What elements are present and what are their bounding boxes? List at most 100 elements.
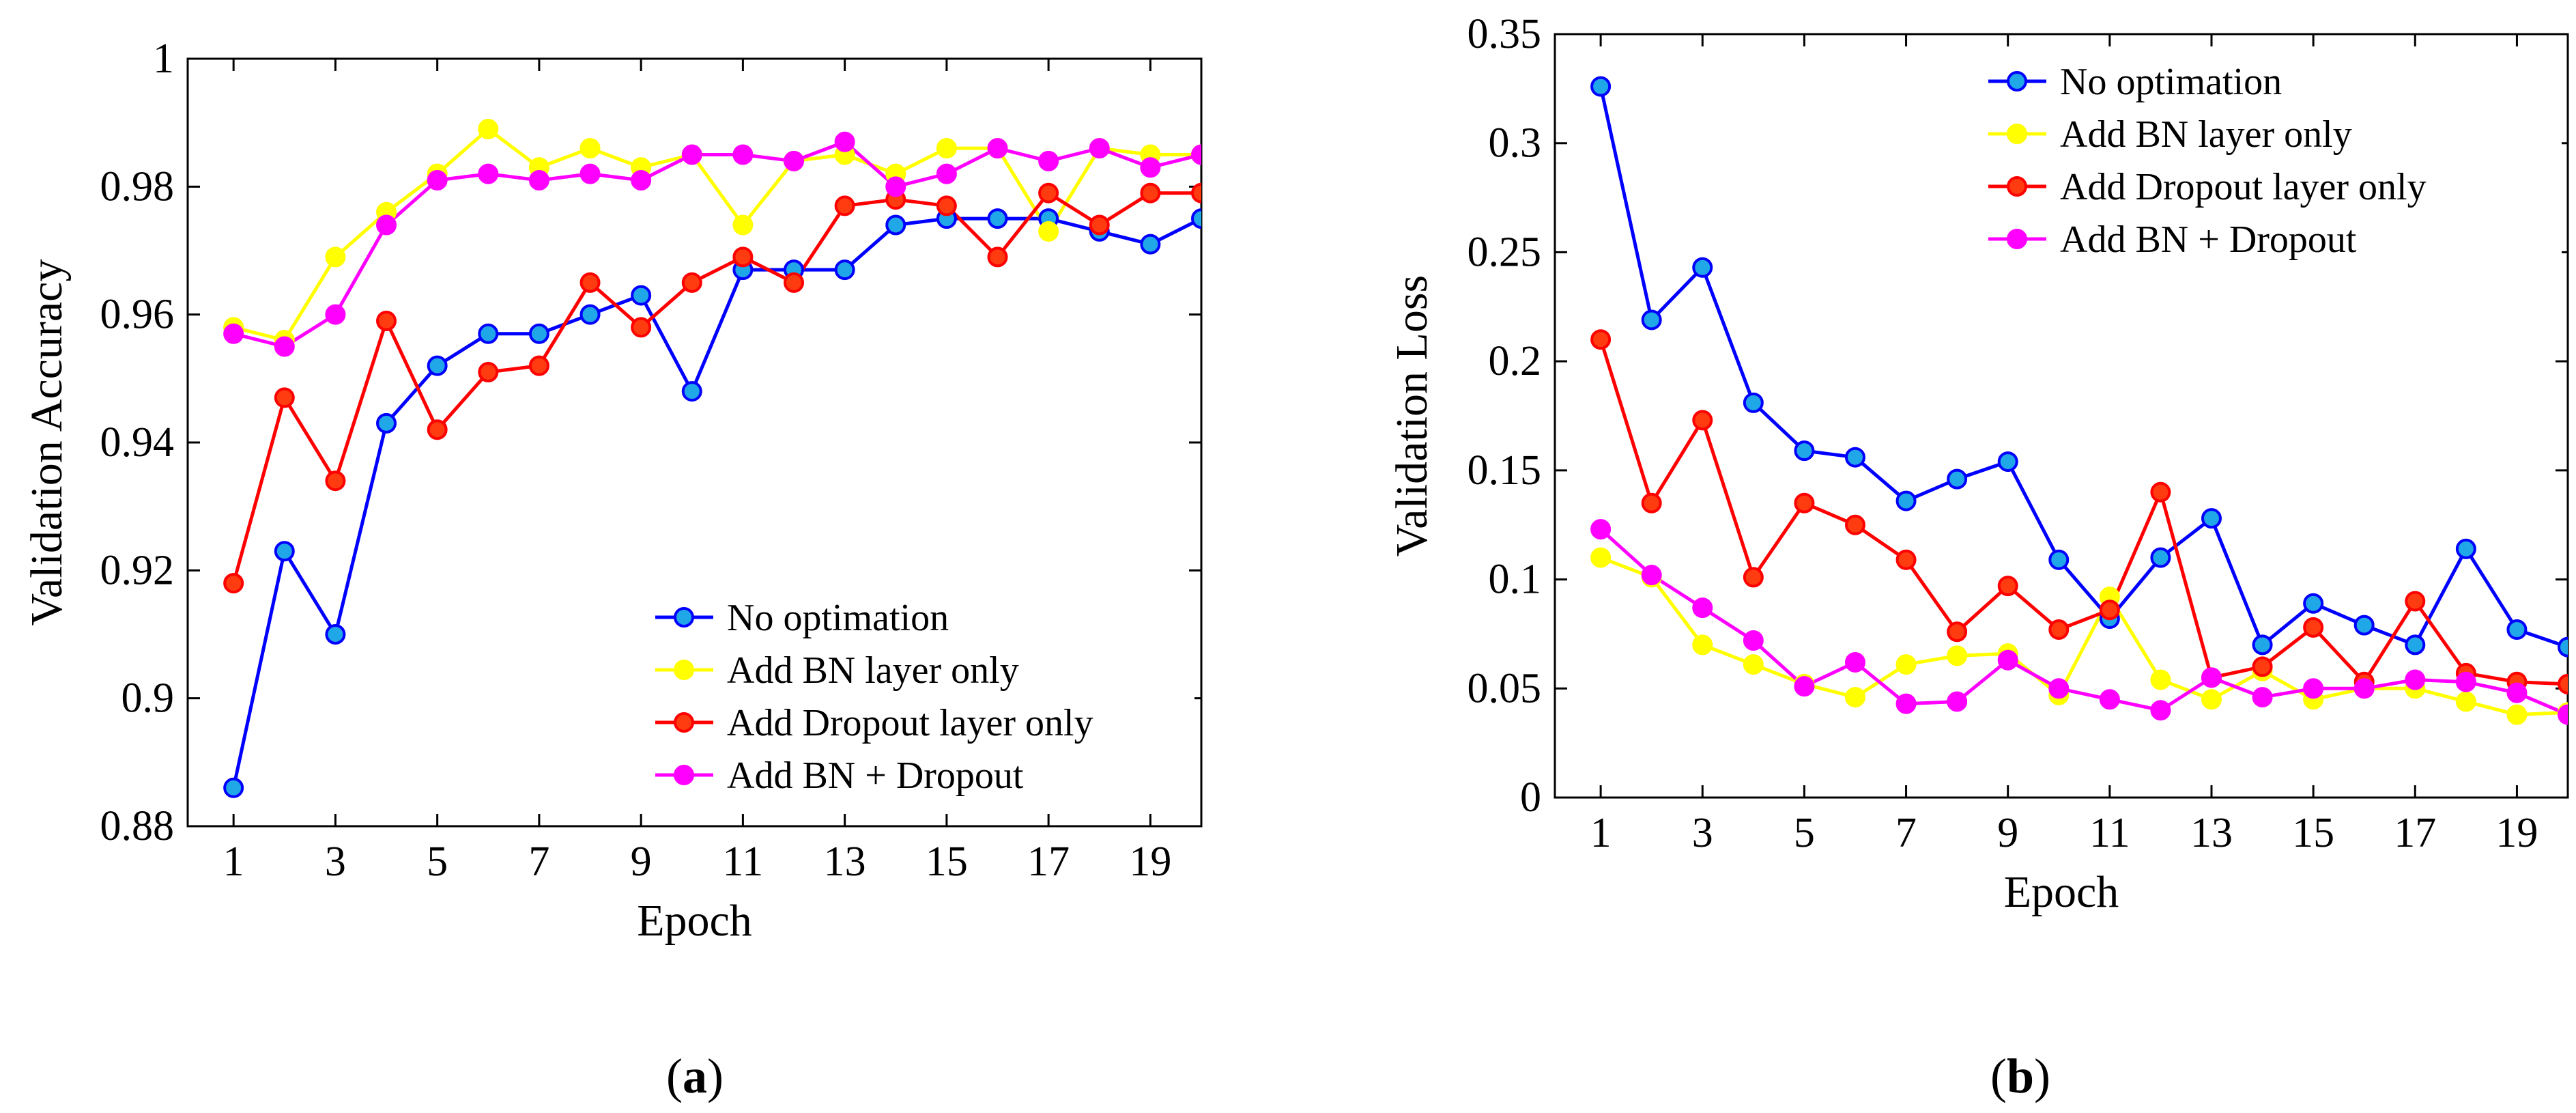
data-point-b-3: [2558, 704, 2568, 725]
legend-marker-a-3: [674, 765, 694, 785]
x-tick-label-a: 13: [824, 839, 866, 885]
x-tick-label-b: 3: [1692, 810, 1713, 856]
x-tick-label-a: 17: [1027, 839, 1070, 885]
data-point-b-1: [1844, 687, 1865, 708]
y-tick-label-b: 0.35: [1468, 11, 1542, 57]
data-point-a-3: [478, 163, 499, 184]
legend-box-a: [652, 587, 1194, 809]
data-point-a-2: [631, 317, 652, 338]
panel-b-loss-chart: 00.050.10.150.20.250.30.351 3 5 7 9 11 13 15 17 1…: [1387, 11, 2569, 1103]
data-point-a-3: [325, 304, 346, 325]
data-point-b-3: [1844, 651, 1865, 673]
data-point-b-0: [1692, 257, 1713, 278]
data-point-b-1: [1692, 634, 1713, 656]
data-point-b-1: [2201, 689, 2222, 710]
data-point-a-2: [987, 246, 1008, 268]
data-point-a-0: [376, 412, 397, 434]
data-point-b-2: [2099, 600, 2120, 621]
data-point-b-3: [2048, 678, 2070, 699]
y-tick-label-b: 0.15: [1468, 447, 1542, 494]
data-point-b-0: [2506, 619, 2528, 640]
data-point-a-2: [936, 195, 957, 216]
data-point-b-0: [2201, 508, 2222, 529]
data-point-a-2: [732, 246, 754, 268]
x-tick-label-a: 5: [427, 839, 448, 885]
data-point-b-3: [1997, 649, 2018, 671]
data-point-a-2: [1140, 182, 1161, 203]
data-point-b-0: [1794, 440, 1815, 462]
x-tick-label-b: 17: [2394, 810, 2436, 856]
data-point-a-1: [325, 246, 346, 268]
legend-marker-b-3: [2007, 229, 2027, 249]
legend-label-a-3: Add BN + Dropout: [727, 755, 1024, 797]
x-tick-label-b: 13: [2190, 810, 2233, 856]
legend-marker-a-0: [674, 607, 694, 628]
legend-marker-b-1: [2007, 124, 2027, 144]
legend-label-a-1: Add BN layer only: [727, 649, 1019, 692]
data-point-b-3: [2353, 678, 2375, 699]
y-tick-label-a: 0.92: [100, 547, 175, 593]
data-point-a-1: [1038, 221, 1059, 242]
x-tick-label-b: 7: [1895, 810, 1917, 856]
data-point-a-0: [681, 381, 702, 402]
y-tick-label-b: 0.05: [1468, 665, 1542, 712]
data-point-b-1: [1947, 645, 1968, 666]
data-point-b-0: [1997, 451, 2018, 473]
x-tick-label-b: 19: [2495, 810, 2538, 856]
data-point-b-2: [2048, 619, 2070, 640]
x-tick-label-a: 15: [926, 839, 968, 885]
data-point-b-0: [2252, 634, 2273, 656]
data-point-a-2: [325, 470, 346, 492]
data-point-b-2: [2558, 673, 2568, 694]
data-point-b-3: [2455, 671, 2476, 692]
data-point-a-1: [478, 119, 499, 140]
legend-label-b-3: Add BN + Dropout: [2060, 219, 2357, 261]
data-point-b-3: [1794, 676, 1815, 697]
legend-marker-a-1: [674, 660, 694, 680]
data-point-b-3: [1743, 630, 1764, 651]
data-point-a-0: [631, 285, 652, 306]
data-point-a-2: [579, 272, 601, 293]
data-point-a-2: [681, 272, 702, 293]
data-point-a-2: [427, 419, 448, 440]
panel-label-b: (b): [1990, 1049, 2050, 1103]
legend-label-b-2: Add Dropout layer only: [2060, 166, 2427, 208]
data-point-a-2: [528, 355, 549, 376]
y-tick-label-a: 0.88: [100, 803, 175, 849]
x-tick-label-b: 5: [1794, 810, 1815, 856]
y-tick-label-b: 0.3: [1489, 120, 1542, 167]
data-point-a-1: [732, 214, 754, 236]
data-point-b-3: [1590, 519, 1612, 540]
data-point-b-2: [1895, 549, 1917, 570]
data-point-b-0: [1844, 447, 1865, 468]
series-line-a-2: [231, 191, 1201, 584]
data-point-b-3: [2506, 682, 2528, 703]
data-point-b-3: [1947, 691, 1968, 712]
data-point-a-0: [325, 624, 346, 645]
legend-label-b-1: Add BN layer only: [2060, 113, 2352, 156]
data-point-b-3: [2303, 678, 2324, 699]
data-point-a-2: [1089, 214, 1110, 236]
data-point-a-3: [223, 323, 244, 344]
legend-label-b-0: No optimation: [2060, 61, 2282, 103]
data-point-b-0: [2303, 593, 2324, 614]
legend-marker-b-0: [2007, 71, 2027, 91]
x-tick-label-b: 15: [2292, 810, 2334, 856]
data-point-b-0: [2353, 615, 2375, 636]
legend-marker-b-2: [2007, 176, 2027, 197]
data-point-a-3: [681, 144, 702, 165]
data-point-a-3: [427, 169, 448, 191]
x-tick-label-a: 3: [325, 839, 346, 885]
data-point-a-3: [1089, 138, 1110, 159]
plot-area-b: [1554, 33, 2569, 799]
y-tick-label-b: 0: [1520, 774, 1541, 821]
data-point-b-0: [1947, 468, 1968, 490]
data-point-b-2: [2405, 591, 2426, 612]
data-point-b-1: [1743, 654, 1764, 675]
data-point-a-2: [1191, 182, 1201, 203]
data-point-a-0: [478, 323, 499, 344]
data-point-b-0: [2558, 636, 2568, 658]
data-point-a-0: [528, 323, 549, 344]
x-tick-label-a: 7: [528, 839, 549, 885]
